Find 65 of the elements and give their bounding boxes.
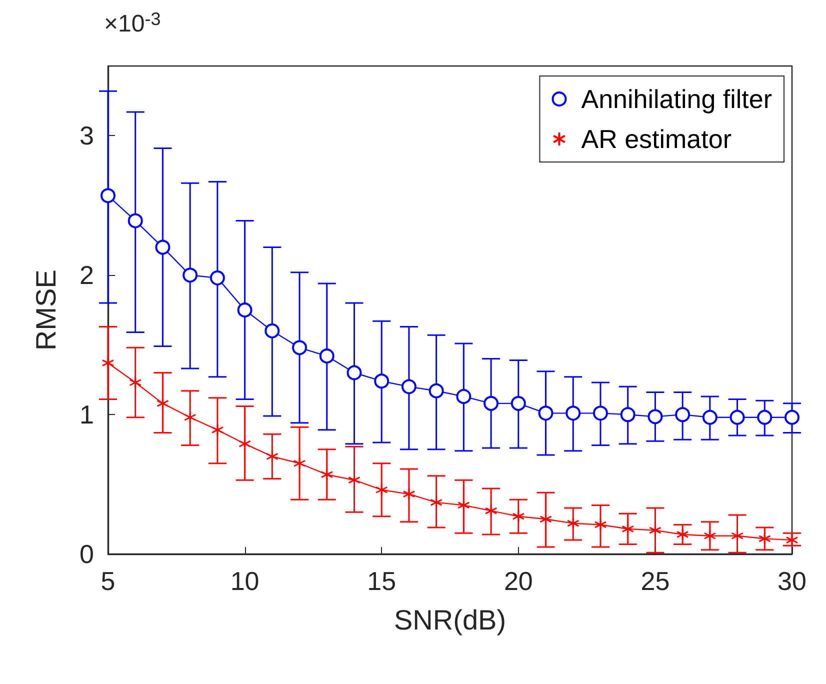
x-tick-label: 20 [504, 566, 533, 596]
point [401, 379, 416, 394]
point [128, 213, 143, 228]
point [156, 397, 169, 410]
point [457, 498, 470, 512]
point [346, 365, 362, 380]
point [592, 406, 608, 421]
x-tick-label: 30 [778, 566, 806, 596]
point [648, 524, 662, 537]
point [484, 504, 498, 518]
x-tick-label: 5 [100, 566, 116, 596]
point [320, 468, 334, 481]
point [237, 302, 252, 318]
point [292, 340, 308, 356]
point [319, 348, 334, 364]
point [675, 407, 690, 422]
point [348, 474, 360, 486]
point [620, 407, 636, 422]
point [702, 410, 718, 425]
y-tick-label: 3 [80, 120, 94, 151]
point [512, 510, 525, 523]
point [155, 240, 170, 255]
point [566, 517, 580, 530]
legend-label: Annihilating filter [581, 84, 772, 114]
point [594, 518, 607, 531]
y-tick-label: 2 [80, 260, 94, 290]
point [182, 268, 198, 283]
point [102, 356, 114, 370]
point [758, 532, 771, 545]
point [510, 396, 526, 411]
point [264, 323, 280, 338]
point [622, 522, 634, 536]
point [211, 424, 224, 436]
x-axis-title: SNR(dB) [394, 604, 506, 636]
point [293, 457, 306, 470]
point [784, 410, 800, 425]
y-tick-label: 0 [80, 539, 94, 569]
point [704, 530, 716, 542]
point [129, 376, 142, 389]
x-tick-label: 25 [640, 566, 670, 596]
point [538, 406, 554, 421]
point [730, 410, 745, 425]
point [100, 188, 116, 204]
point [731, 530, 744, 542]
point [184, 411, 196, 424]
point [648, 409, 663, 424]
point [375, 484, 388, 496]
y-tick-label: 1 [80, 400, 94, 430]
point [430, 496, 443, 509]
x-tick-label: 10 [230, 566, 260, 596]
point [786, 534, 798, 546]
point [266, 450, 278, 463]
point [456, 388, 472, 404]
legend-label: AR estimator [581, 124, 732, 154]
point [676, 528, 689, 541]
point [238, 438, 252, 450]
point [210, 270, 225, 286]
point [374, 374, 390, 389]
point [566, 406, 581, 421]
point [402, 488, 416, 500]
x-tick-label: 15 [367, 566, 396, 596]
point [484, 396, 499, 411]
point [757, 410, 772, 425]
y-axis-title: RMSE [30, 270, 62, 350]
point [428, 383, 444, 398]
